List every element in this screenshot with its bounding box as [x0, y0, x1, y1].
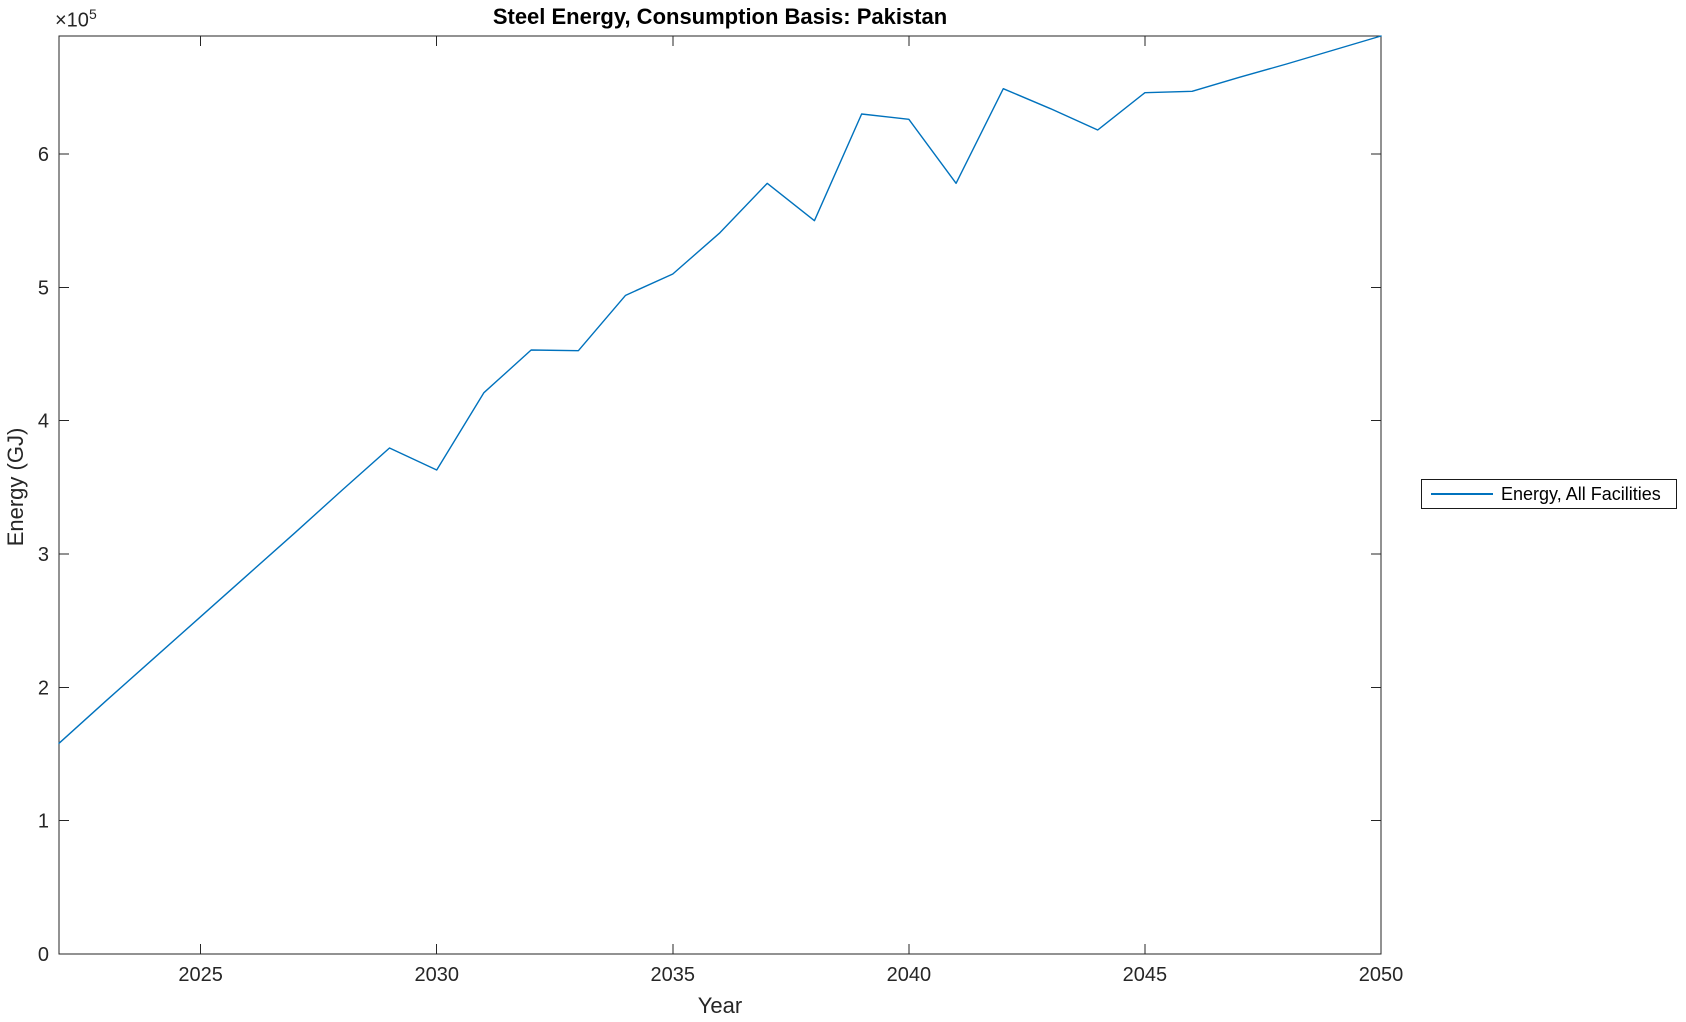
svg-text:2040: 2040 — [887, 964, 932, 986]
svg-text:2035: 2035 — [651, 964, 696, 986]
svg-text:1: 1 — [38, 811, 49, 833]
svg-text:0: 0 — [38, 944, 49, 966]
y-axis-multiplier: ×105 — [55, 6, 97, 33]
y-axis-multiplier-base: ×10 — [55, 9, 89, 32]
svg-text:3: 3 — [38, 544, 49, 566]
y-axis-multiplier-exponent: 5 — [88, 6, 97, 22]
svg-text:2: 2 — [38, 677, 49, 699]
svg-text:2050: 2050 — [1359, 964, 1404, 986]
legend-entry-label: Energy, All Facilities — [1501, 483, 1661, 504]
svg-text:6: 6 — [38, 144, 49, 166]
svg-text:2025: 2025 — [178, 964, 223, 986]
legend-line-sample — [1431, 493, 1493, 495]
x-axis-label: Year — [697, 993, 743, 1018]
svg-text:2030: 2030 — [414, 964, 459, 986]
svg-text:2045: 2045 — [1123, 964, 1168, 986]
y-axis-label: Energy (GJ) — [3, 427, 28, 547]
legend: Energy, All Facilities — [1421, 479, 1677, 509]
chart-title: Steel Energy, Consumption Basis: Pakista… — [492, 4, 948, 29]
svg-text:4: 4 — [38, 411, 49, 433]
svg-text:5: 5 — [38, 277, 49, 299]
